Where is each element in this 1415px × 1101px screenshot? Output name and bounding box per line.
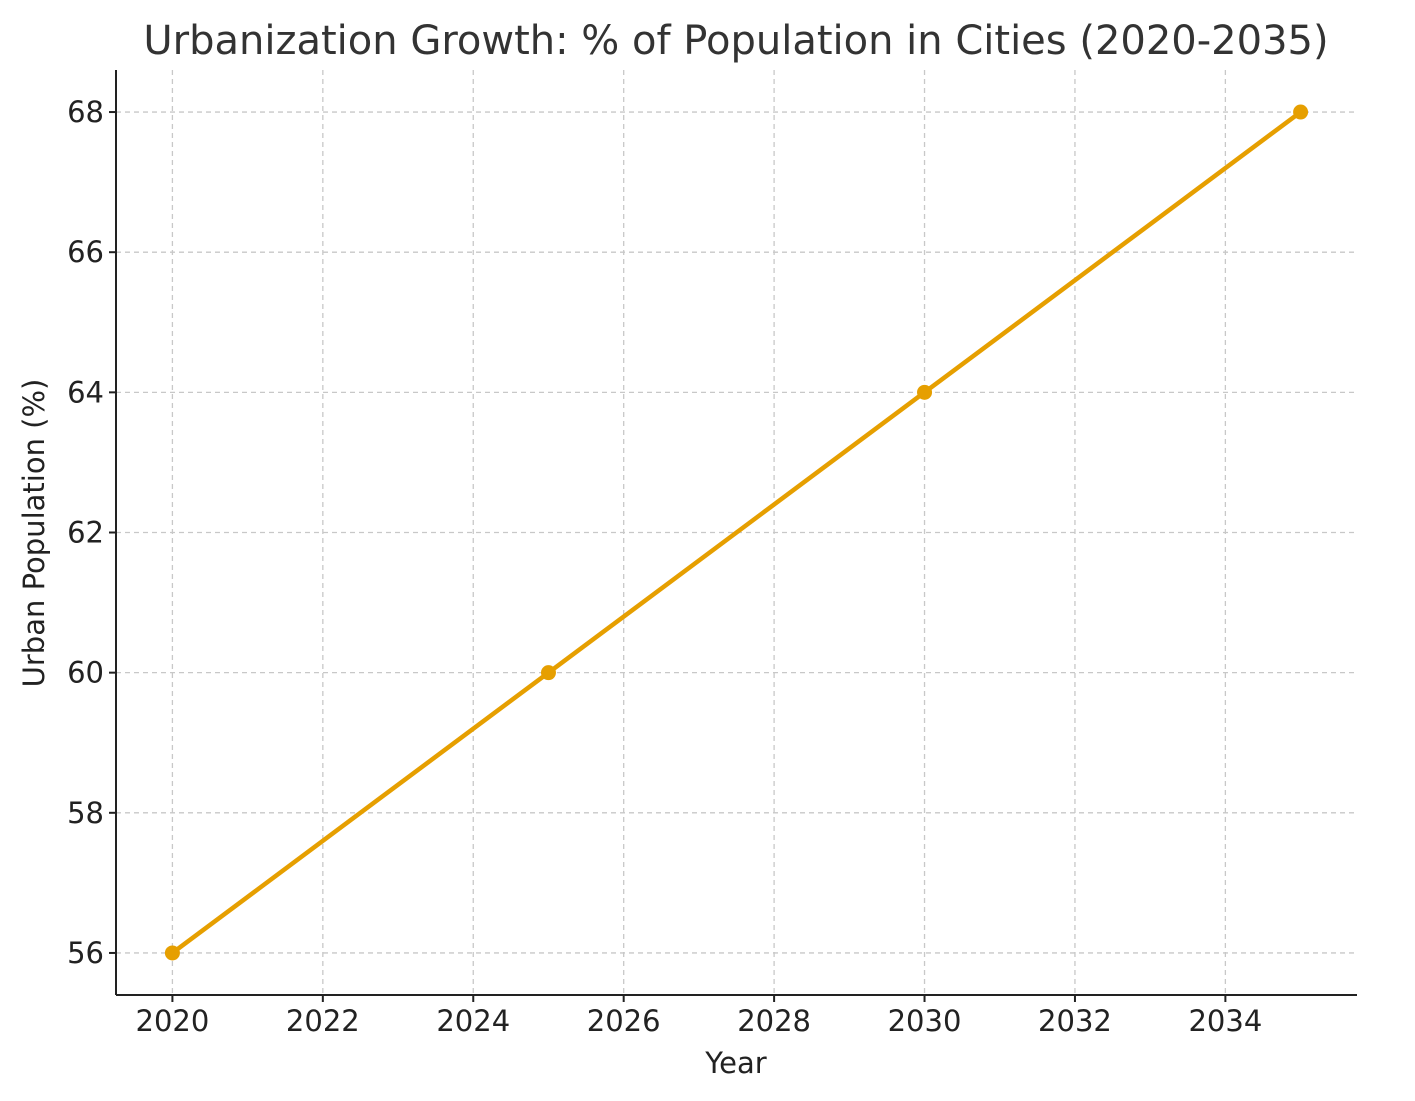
- data-point[interactable]: [164, 945, 180, 961]
- x-tick-label: 2022: [286, 1004, 360, 1038]
- y-axis-label: Urban Population (%): [17, 379, 51, 688]
- x-tick-label: 2032: [1038, 1004, 1112, 1038]
- y-tick-label: 64: [67, 375, 104, 409]
- x-tick-label: 2034: [1188, 1004, 1262, 1038]
- x-tick-label: 2028: [737, 1004, 811, 1038]
- y-tick-label: 58: [67, 796, 104, 830]
- x-axis-label: Year: [704, 1046, 766, 1080]
- x-tick-label: 2024: [436, 1004, 510, 1038]
- series: [164, 104, 1309, 961]
- chart-title: Urbanization Growth: % of Population in …: [143, 18, 1328, 64]
- y-tick-label: 66: [67, 235, 104, 269]
- y-tick-label: 62: [67, 516, 104, 550]
- series-line: [170, 109, 1303, 956]
- data-point[interactable]: [1293, 104, 1309, 120]
- data-point[interactable]: [540, 665, 556, 681]
- grid-lines: [116, 70, 1357, 995]
- x-ticks: 2020 2022 2024 2026 2028 2030 2032 2034: [136, 995, 1262, 1038]
- x-tick-label: 2030: [888, 1004, 962, 1038]
- y-tick-label: 56: [67, 936, 104, 970]
- data-point[interactable]: [917, 384, 933, 400]
- x-tick-label: 2026: [587, 1004, 661, 1038]
- y-tick-label: 68: [67, 95, 104, 129]
- y-ticks: 56 58 60 62 64 66 68: [67, 95, 116, 970]
- x-tick-label: 2020: [136, 1004, 210, 1038]
- y-tick-label: 60: [67, 656, 104, 690]
